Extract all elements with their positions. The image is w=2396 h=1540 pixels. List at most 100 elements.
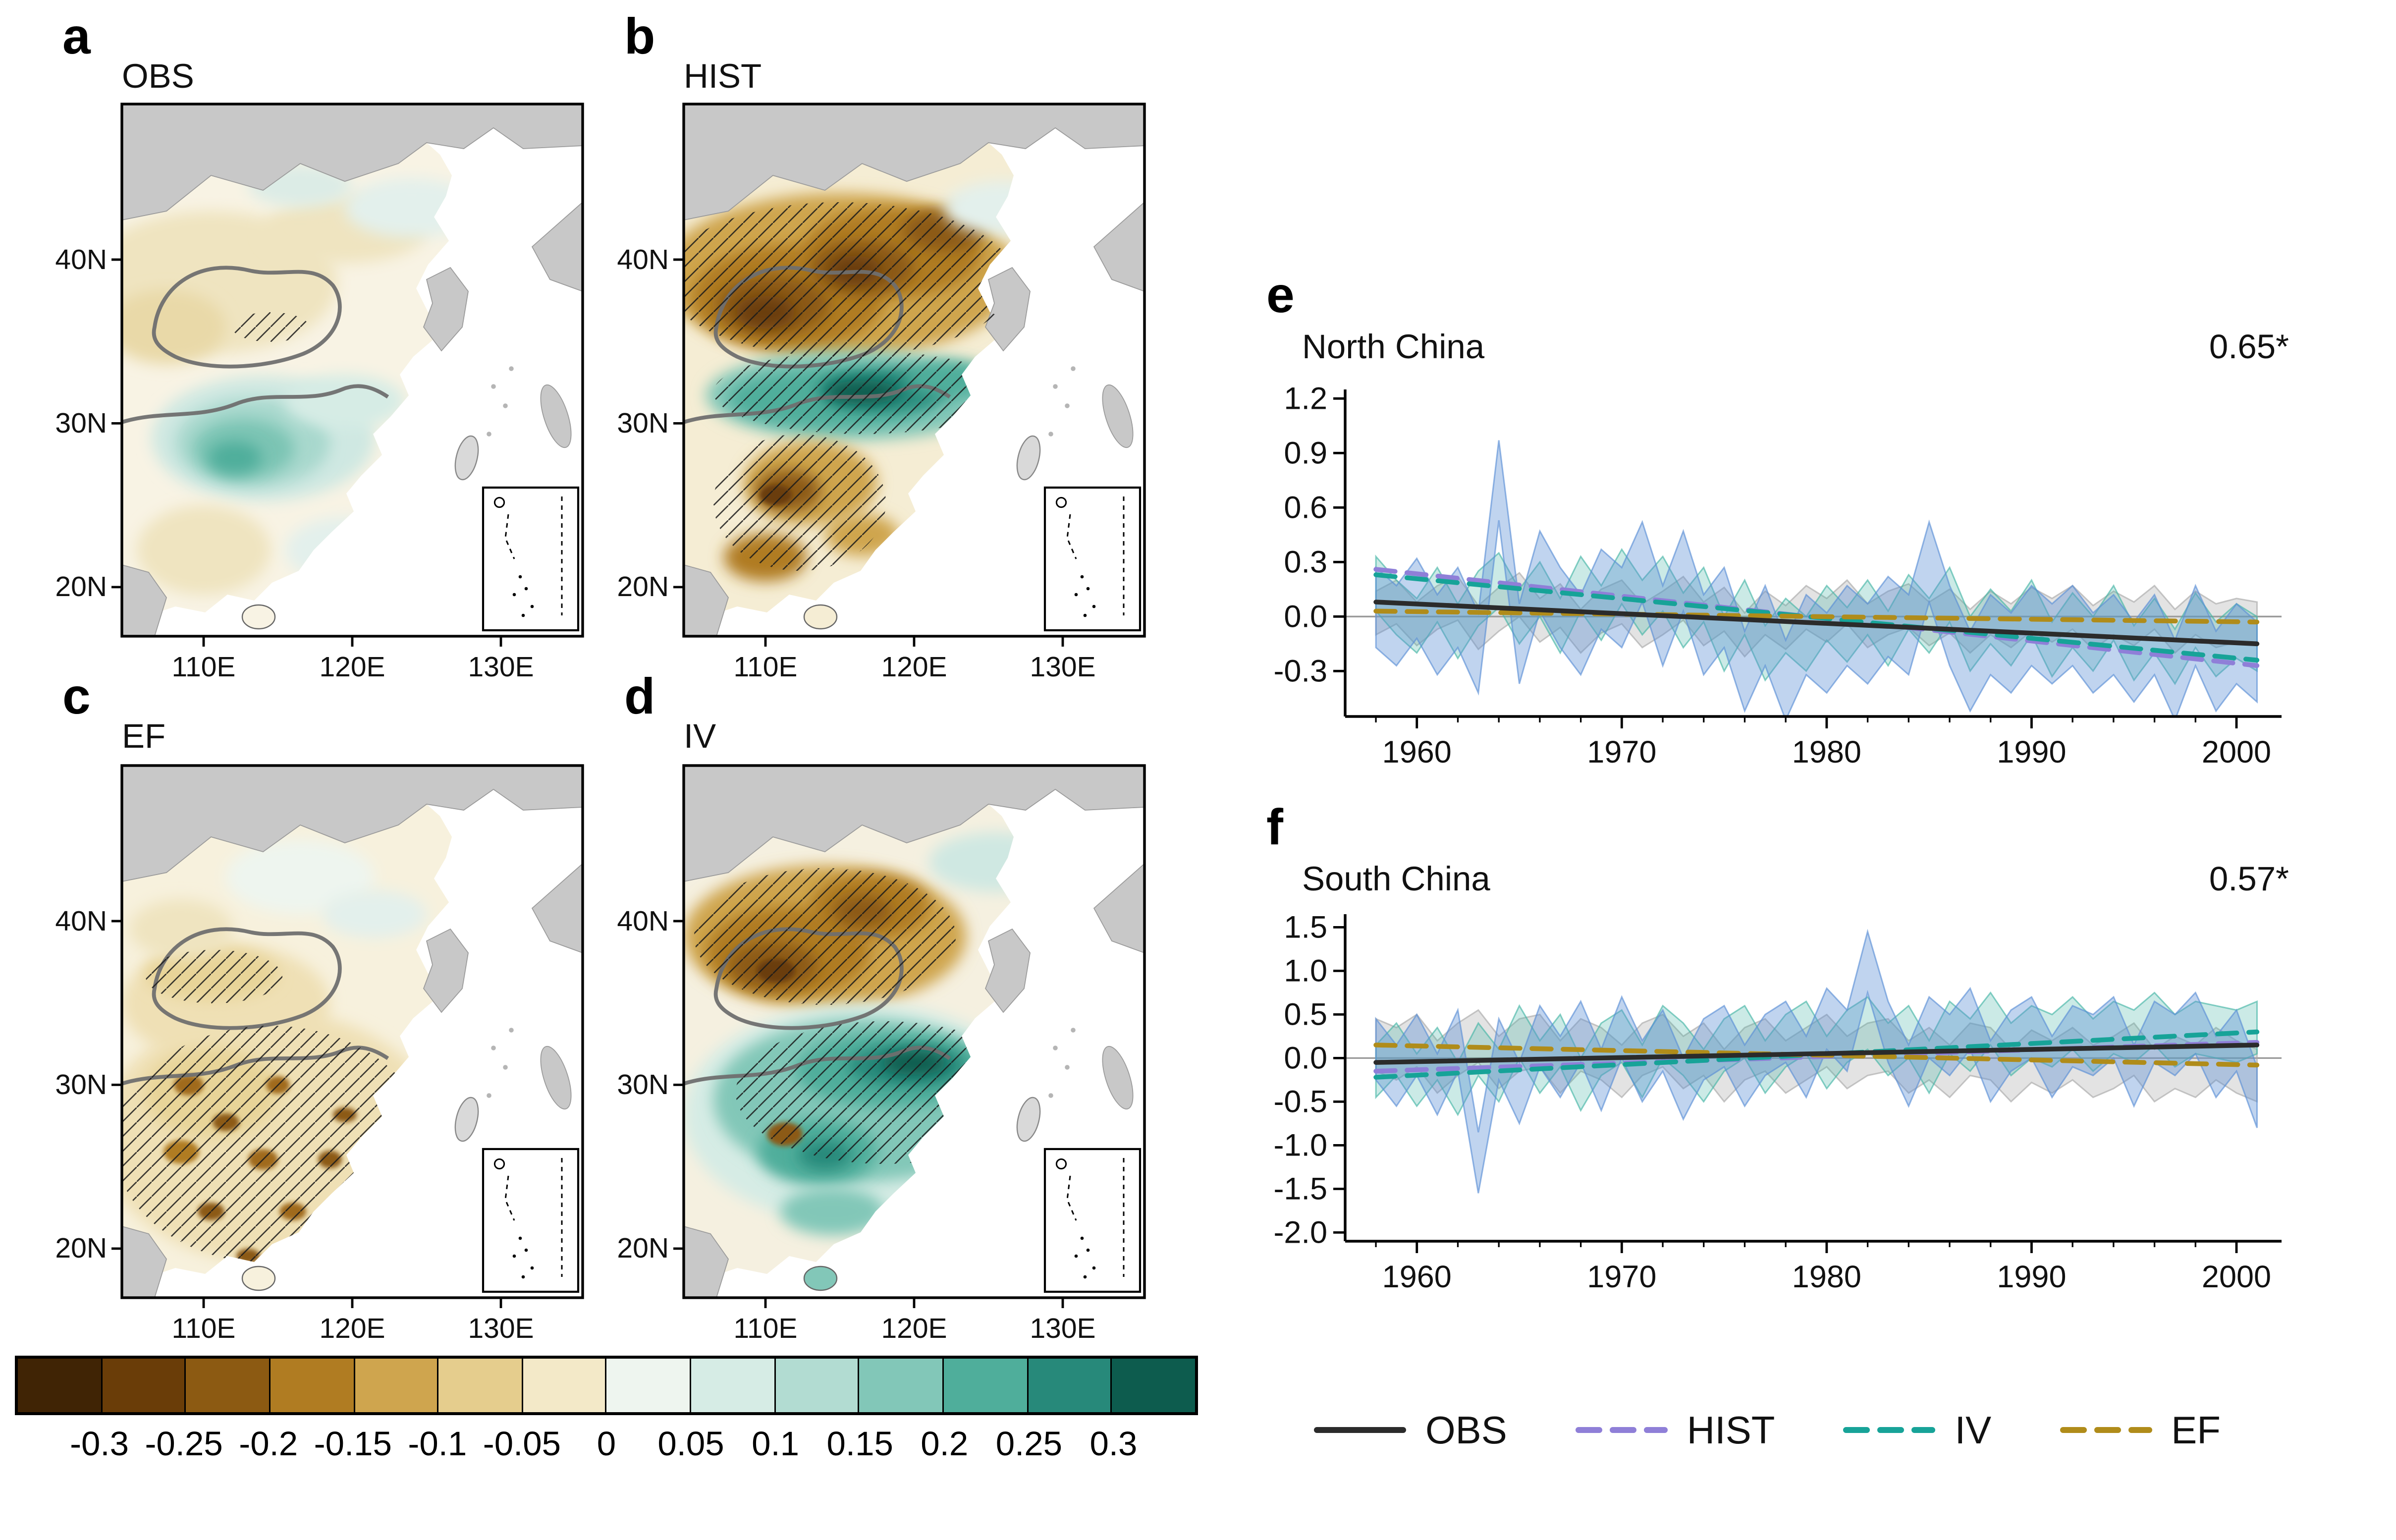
correlation-north: 0.65*	[2209, 327, 2289, 366]
legend: OBS HIST IV EF	[1314, 1397, 2295, 1463]
colorbar-segment	[354, 1359, 439, 1412]
colorbar-segment	[438, 1359, 523, 1412]
legend-line-sample	[1575, 1427, 1668, 1433]
colorbar-segment	[944, 1359, 1029, 1412]
legend-item-ef: EF	[2060, 1407, 2221, 1453]
colorbar-segment	[18, 1359, 102, 1412]
x-tick-label: 1990	[1997, 735, 2066, 770]
x-tick-label: 1980	[1792, 1260, 1861, 1294]
colorbar	[15, 1356, 1198, 1415]
legend-item-obs: OBS	[1314, 1407, 1507, 1453]
colorbar-segment	[102, 1359, 186, 1412]
colorbar-segment	[860, 1359, 944, 1412]
legend-item-hist: HIST	[1575, 1407, 1775, 1453]
legend-label: OBS	[1425, 1407, 1507, 1452]
lon-tick-label: 130E	[1030, 653, 1096, 684]
y-tick-label: -0.3	[1273, 654, 1327, 688]
legend-label: HIST	[1687, 1407, 1775, 1452]
colorbar-tick-label: -0.2	[239, 1424, 298, 1463]
x-tick-label: 1970	[1587, 735, 1656, 770]
lon-tick-label: 110E	[733, 1314, 798, 1345]
map-hist	[673, 103, 1146, 647]
colorbar-tick-label: 0.05	[657, 1424, 724, 1463]
lat-tick-label: 20N	[55, 572, 107, 604]
panel-title-obs: OBS	[122, 56, 194, 95]
legend-label: EF	[2171, 1407, 2221, 1452]
y-tick-label: 0.3	[1284, 545, 1327, 579]
lat-tick-label: 40N	[617, 906, 669, 937]
colorbar-tick-label: 0.3	[1089, 1424, 1138, 1463]
x-tick-label: 2000	[2202, 735, 2271, 770]
colorbar-tick-label: 0	[597, 1424, 616, 1463]
x-tick-label: 1980	[1792, 735, 1861, 770]
legend-line-sample	[1843, 1427, 1936, 1433]
correlation-south: 0.57*	[2209, 859, 2289, 898]
lat-tick-label: 40N	[617, 244, 669, 276]
colorbar-tick-label: -0.3	[70, 1424, 129, 1463]
y-tick-label: -2.0	[1273, 1215, 1327, 1250]
y-tick-label: -0.5	[1273, 1084, 1327, 1119]
lat-tick-label: 30N	[617, 408, 669, 440]
y-tick-label: 0.0	[1284, 599, 1327, 634]
map-iv	[673, 764, 1146, 1308]
y-tick-label: 0.5	[1284, 997, 1327, 1032]
legend-line-sample	[1314, 1427, 1406, 1433]
legend-label: IV	[1955, 1407, 1992, 1452]
timeseries-south-china: 1.5 1.0 0.5 0.0 -0.5 -1.0 -1.5 -2.0 1960 1970 1980…	[1273, 910, 2282, 1294]
y-tick-label: 1.5	[1284, 910, 1327, 944]
panel-letter-a: a	[62, 9, 91, 65]
colorbar-segment	[775, 1359, 860, 1412]
panel-letter-d: d	[624, 669, 655, 725]
lon-tick-label: 120E	[881, 653, 947, 684]
x-tick-label: 1990	[1997, 1260, 2066, 1294]
lon-tick-label: 120E	[881, 1314, 947, 1345]
lon-tick-label: 130E	[1030, 1314, 1096, 1345]
ts-title-south-china: South China	[1302, 859, 1490, 898]
lon-tick-label: 110E	[171, 1314, 236, 1345]
colorbar-segment	[270, 1359, 355, 1412]
y-tick-label: 1.0	[1284, 953, 1327, 988]
colorbar-segment	[1028, 1359, 1112, 1412]
colorbar-segment	[186, 1359, 271, 1412]
lat-tick-label: 40N	[55, 906, 107, 937]
lon-tick-label: 120E	[319, 653, 385, 684]
panel-letter-b: b	[624, 9, 655, 65]
lat-tick-label: 40N	[55, 244, 107, 276]
x-tick-label: 1970	[1587, 1260, 1656, 1294]
lat-tick-label: 30N	[55, 1070, 107, 1101]
lon-tick-label: 130E	[468, 653, 534, 684]
y-tick-label: -1.5	[1273, 1171, 1327, 1206]
colorbar-segment	[607, 1359, 692, 1412]
colorbar-segment	[1112, 1359, 1195, 1412]
lat-tick-label: 20N	[617, 572, 669, 604]
colorbar-tick-label: -0.1	[408, 1424, 467, 1463]
y-tick-label: 1.2	[1284, 381, 1327, 416]
colorbar-tick-label: -0.15	[314, 1424, 392, 1463]
colorbar-segment	[691, 1359, 776, 1412]
lat-tick-label: 20N	[617, 1233, 669, 1265]
y-tick-label: 0.0	[1284, 1041, 1327, 1075]
y-tick-label: -1.0	[1273, 1128, 1327, 1162]
lon-tick-label: 130E	[468, 1314, 534, 1345]
y-tick-label: 0.9	[1284, 436, 1327, 470]
x-tick-label: 1960	[1382, 1260, 1452, 1294]
legend-line-sample	[2060, 1427, 2152, 1433]
colorbar-tick-label: -0.25	[145, 1424, 223, 1463]
timeseries-north-china: 1.2 0.9 0.6 0.3 0.0 -0.3 1960 1970 1980 1990 2000	[1273, 381, 2282, 770]
colorbar-tick-label: -0.05	[483, 1424, 561, 1463]
legend-item-iv: IV	[1843, 1407, 1991, 1453]
lon-tick-label: 120E	[319, 1314, 385, 1345]
colorbar-tick-label: 0.2	[921, 1424, 969, 1463]
panel-title-iv: IV	[684, 716, 716, 755]
panel-letter-c: c	[62, 669, 91, 725]
y-tick-label: 0.6	[1284, 490, 1327, 525]
x-tick-label: 1960	[1382, 735, 1452, 770]
lon-tick-label: 110E	[171, 653, 236, 684]
lon-tick-label: 110E	[733, 653, 798, 684]
ts-title-north-china: North China	[1302, 327, 1485, 366]
lat-tick-label: 30N	[617, 1070, 669, 1101]
panel-letter-e: e	[1266, 268, 1295, 324]
x-tick-label: 2000	[2202, 1260, 2271, 1294]
colorbar-segment	[523, 1359, 607, 1412]
